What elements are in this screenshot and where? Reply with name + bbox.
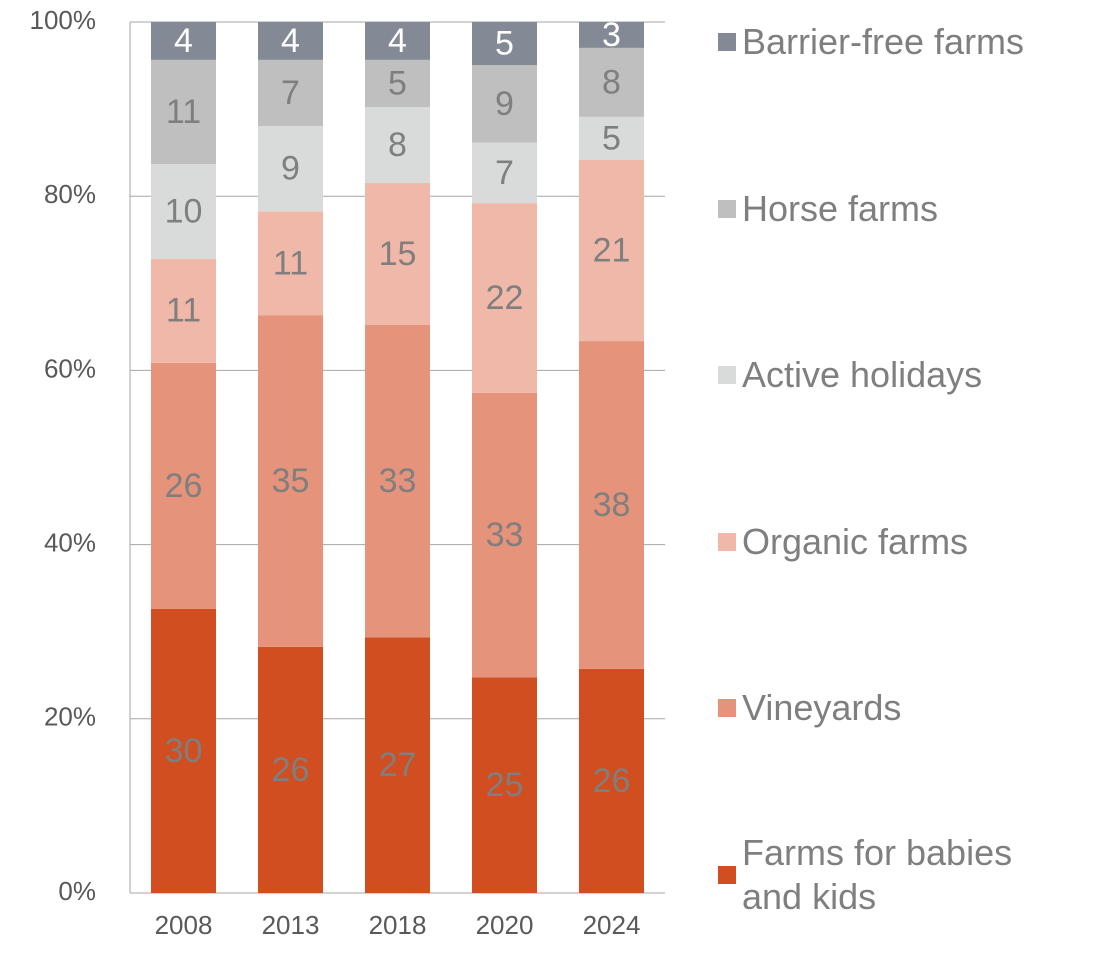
data-label: 11 bbox=[166, 93, 201, 131]
bar-segment bbox=[472, 22, 537, 66]
y-tick-label: 80% bbox=[44, 179, 96, 209]
data-label: 25 bbox=[486, 766, 524, 804]
bar-segment bbox=[365, 637, 430, 893]
legend-item: Horse farms bbox=[718, 187, 1088, 231]
legend-label: Vineyards bbox=[742, 687, 902, 729]
data-label: 26 bbox=[165, 467, 203, 505]
legend-label: Horse farms bbox=[742, 187, 939, 229]
bar-segment bbox=[579, 47, 644, 117]
legend-item: Farms for babies and kids bbox=[718, 831, 1088, 919]
legend-swatch bbox=[718, 366, 736, 385]
bar-segment bbox=[579, 22, 644, 48]
x-tick-label: 2008 bbox=[155, 910, 213, 940]
data-label: 3 bbox=[602, 16, 621, 54]
bar-segment bbox=[472, 65, 537, 143]
bar-segment bbox=[472, 203, 537, 393]
y-tick-label: 40% bbox=[44, 527, 96, 557]
bar-segment bbox=[365, 59, 430, 108]
bar-segment bbox=[472, 392, 537, 678]
bar-segment bbox=[365, 182, 430, 325]
legend-swatch bbox=[718, 33, 736, 51]
bar-segment bbox=[151, 608, 216, 893]
legend-label: Active holidays bbox=[742, 354, 983, 396]
data-label: 27 bbox=[379, 746, 417, 784]
bar-segment bbox=[258, 22, 323, 60]
data-label: 11 bbox=[166, 292, 201, 330]
bar-segment bbox=[579, 668, 644, 893]
data-label: 4 bbox=[388, 22, 407, 60]
data-label: 26 bbox=[593, 762, 631, 800]
data-label: 4 bbox=[174, 22, 193, 60]
x-tick-label: 2020 bbox=[476, 910, 534, 940]
data-label: 10 bbox=[165, 192, 203, 230]
bar-segment bbox=[365, 107, 430, 183]
legend-item: Barrier-free farms bbox=[718, 20, 1088, 64]
bar-segment bbox=[579, 116, 644, 160]
data-label: 33 bbox=[379, 462, 417, 500]
legend-label: Barrier-free farms bbox=[742, 21, 1025, 62]
bar-segment bbox=[151, 258, 216, 363]
bar-segment bbox=[472, 142, 537, 204]
bar-segment bbox=[258, 126, 323, 212]
data-label: 9 bbox=[281, 150, 300, 188]
data-label: 5 bbox=[602, 119, 621, 157]
bar-segment bbox=[365, 22, 430, 60]
data-label: 9 bbox=[495, 85, 514, 123]
bar-segment bbox=[258, 211, 323, 316]
x-tick-label: 2024 bbox=[583, 910, 641, 940]
data-label: 30 bbox=[165, 732, 203, 770]
bar-segment bbox=[258, 59, 323, 127]
x-tick-label: 2013 bbox=[262, 910, 320, 940]
legend-label: Organic farms bbox=[742, 520, 969, 562]
bar-segment bbox=[472, 677, 537, 893]
bar-segment bbox=[258, 315, 323, 647]
data-label: 15 bbox=[379, 235, 417, 273]
y-tick-label: 60% bbox=[44, 353, 96, 383]
x-tick-label: 2018 bbox=[369, 910, 427, 940]
data-label: 4 bbox=[281, 22, 300, 60]
data-label: 26 bbox=[272, 751, 310, 789]
bar-segment bbox=[151, 22, 216, 60]
legend-item: Organic farms bbox=[718, 520, 1088, 564]
legend-label: Farms for babies and kids bbox=[742, 832, 1013, 917]
data-label: 8 bbox=[388, 126, 407, 164]
bar-segment bbox=[579, 159, 644, 342]
bar-segment bbox=[258, 646, 323, 893]
y-tick-label: 100% bbox=[30, 5, 97, 35]
legend-item: Vineyards bbox=[718, 686, 1088, 730]
legend-swatch bbox=[718, 699, 736, 718]
bar-segment bbox=[579, 341, 644, 669]
data-label: 35 bbox=[272, 462, 310, 500]
data-label: 7 bbox=[495, 154, 514, 192]
data-label: 22 bbox=[486, 279, 524, 317]
data-label: 21 bbox=[593, 232, 631, 270]
y-tick-label: 20% bbox=[44, 702, 96, 732]
legend-swatch bbox=[718, 866, 736, 884]
legend-swatch bbox=[718, 532, 736, 551]
data-label: 33 bbox=[486, 516, 524, 554]
bar-segment bbox=[151, 59, 216, 165]
data-label: 5 bbox=[495, 25, 514, 63]
bar-segment bbox=[151, 164, 216, 259]
data-label: 7 bbox=[281, 74, 300, 112]
bar-segment bbox=[151, 362, 216, 609]
data-label: 38 bbox=[593, 486, 631, 524]
y-tick-label: 0% bbox=[58, 876, 96, 906]
data-label: 8 bbox=[602, 63, 621, 101]
data-label: 5 bbox=[388, 65, 407, 103]
bar-segment bbox=[365, 324, 430, 638]
data-label: 11 bbox=[273, 244, 308, 282]
legend-item: Active holidays bbox=[718, 353, 1088, 397]
legend-swatch bbox=[718, 199, 736, 218]
